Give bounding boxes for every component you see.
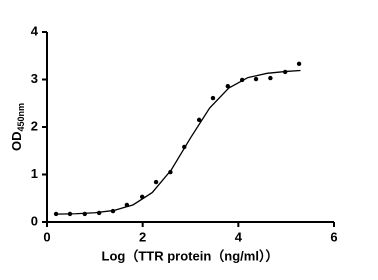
y-tick-label: 3: [31, 71, 38, 86]
data-point: [96, 210, 102, 216]
x-tick-label: 0: [43, 229, 50, 244]
y-tick-label: 4: [31, 23, 39, 38]
x-axis-label: Log（TTR protein（ng/ml））: [102, 248, 279, 263]
data-point: [296, 61, 302, 67]
fit-curve: [56, 69, 301, 215]
data-point: [253, 76, 259, 82]
data-point: [82, 211, 87, 217]
data-point: [110, 208, 116, 214]
y-label-sub: 450nm: [16, 103, 26, 132]
data-point: [53, 211, 59, 217]
data-point: [210, 95, 216, 101]
data-point: [153, 179, 159, 185]
data-point: [268, 75, 273, 81]
y-label-main: OD: [9, 132, 24, 152]
data-point: [239, 77, 245, 83]
data-point: [196, 117, 202, 123]
data-point: [139, 194, 145, 200]
data-point: [168, 169, 173, 175]
data-point: [225, 83, 231, 89]
data-point: [124, 202, 130, 208]
data-point: [283, 69, 288, 75]
x-tick-label: 2: [139, 229, 146, 244]
y-axis-label: OD450nm: [9, 103, 26, 151]
data-point: [67, 211, 73, 217]
y-tick-label: 0: [31, 213, 38, 228]
x-tick-label: 6: [330, 229, 337, 244]
y-tick-label: 2: [31, 118, 38, 133]
data-point: [182, 144, 187, 150]
x-tick-label: 4: [235, 229, 243, 244]
y-tick-label: 1: [31, 166, 38, 181]
